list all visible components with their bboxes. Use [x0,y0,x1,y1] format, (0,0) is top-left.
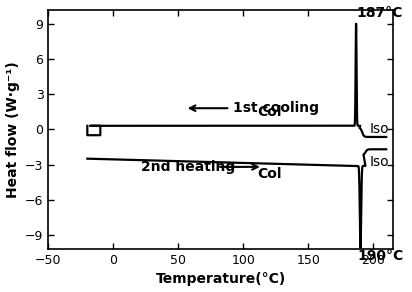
Text: Iso: Iso [369,155,389,169]
Text: 190°C: 190°C [358,249,404,263]
Text: 1st cooling: 1st cooling [233,101,319,115]
Text: Iso: Iso [369,122,389,136]
Text: 187°C: 187°C [356,6,403,20]
Y-axis label: Heat flow (W·g⁻¹): Heat flow (W·g⁻¹) [5,61,19,198]
X-axis label: Temperature(°C): Temperature(°C) [155,272,286,286]
Text: 2nd heating: 2nd heating [140,160,235,174]
Text: Col: Col [257,167,281,181]
Text: Col: Col [257,105,281,119]
